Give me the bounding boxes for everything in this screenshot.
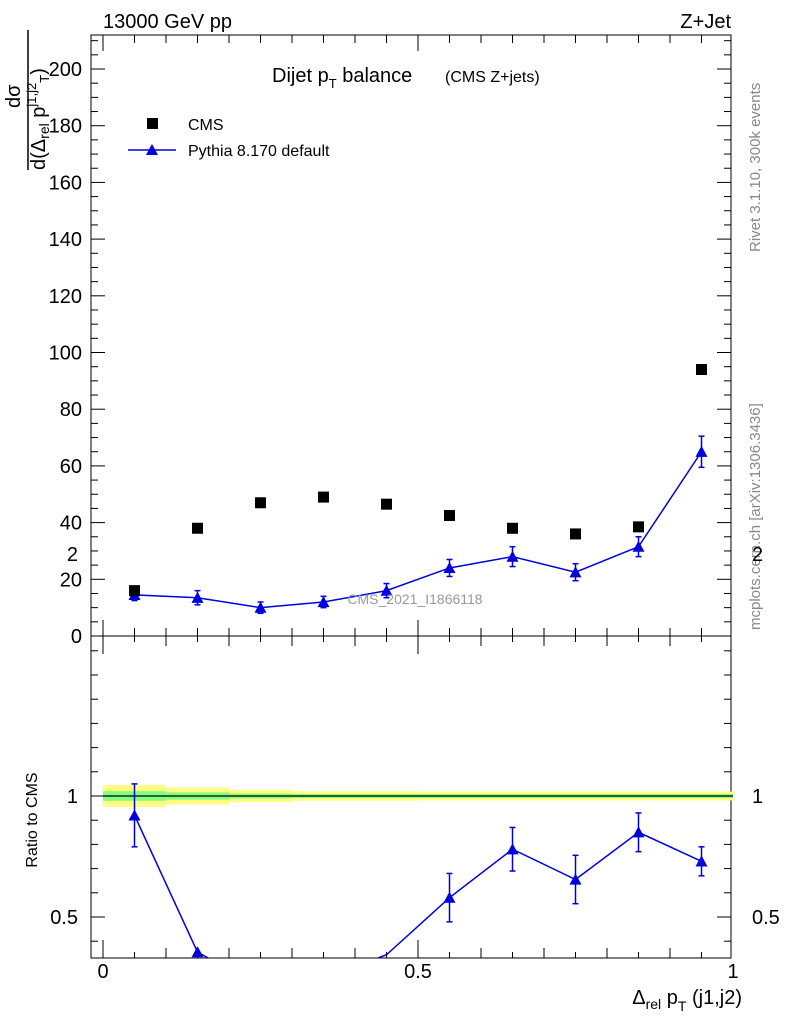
main-y-tick-label: 140 [49,229,82,251]
data-point [633,521,644,533]
legend-data-label: CMS [188,117,224,134]
ratio-point [569,873,582,885]
data-point [696,364,707,376]
mc-point [254,601,267,613]
x-tick-label: 0 [97,961,108,983]
plot-subtitle: (CMS Z+jets) [445,69,540,86]
data-point [255,497,266,509]
main-y-tick-label: 40 [60,513,82,535]
data-point [318,491,329,503]
mc-point [506,550,519,562]
main-y-tick-label: 0 [71,626,82,648]
data-point [507,522,518,534]
ratio-y-tick-label: 1 [67,786,78,808]
data-point [570,528,581,540]
mcplots-label: mcplots.cern.ch [arXiv:1306.3436] [747,403,764,630]
rivet-label: Rivet 3.1.10, 300k events [747,83,764,252]
legend-data-marker [147,118,158,129]
mc-point [443,561,456,574]
ratio-point [695,855,708,867]
mc-point [380,584,393,596]
main-y-tick-label: 200 [49,59,82,81]
mc-point [632,540,645,552]
mc-series-line [134,451,703,609]
mc-point [569,566,582,578]
header-process-label: Z+Jet [680,11,731,33]
ratio-series-line [133,815,702,958]
data-point [444,510,455,522]
analysis-watermark: CMS_2021_I1866118 [347,591,482,607]
legend-mc-label: Pythia 8.170 default [188,143,330,160]
ratio-point [443,891,456,903]
ratio-y-label: Ratio to CMS [24,772,41,867]
data-uncertainty-band [103,785,733,807]
legend: CMS Pythia 8.170 default [128,117,330,160]
main-axis-ticks: 0 20 40 60 80 100 120 140 160 180 200 [49,35,731,648]
main-plot-frame [90,34,732,637]
ratio-y-tick-label: 2 [67,544,78,566]
main-y-tick-label: 160 [49,172,82,194]
main-y-label: dσ d(Δrel pj1,j2T) [3,30,52,170]
x-tick-label: 0.5 [404,961,432,983]
main-y-tick-label: 180 [49,116,82,138]
main-y-tick-label: 60 [60,456,82,478]
header-energy-label: 13000 GeV pp [103,11,232,33]
x-tick-label: 1 [727,961,738,983]
ratio-point [191,946,204,958]
main-y-tick-label: 20 [60,569,82,591]
ratio-axis-ticks: 0.5 0.51 12 20 0.5 1 [50,544,780,983]
plot-title: Dijet pT balance [272,65,412,91]
data-point [192,522,203,534]
x-axis-label: Δrel pT (j1,j2) [632,987,742,1014]
main-y-tick-label: 120 [49,286,82,308]
mc-point [191,591,204,603]
data-point [381,498,392,510]
mc-point [317,595,330,608]
main-plot-marks [128,364,708,615]
ratio-point [128,809,141,821]
ratio-point [632,826,645,838]
ratio-point [506,843,519,855]
data-point [129,585,140,597]
ratio-plot-marks [128,783,708,958]
ratio-y-tick-label-right: 2 [752,544,763,566]
mc-point [695,445,708,457]
legend-mc-marker [146,144,158,155]
ratio-y-tick-label: 0.5 [50,907,78,929]
main-y-tick-label: 100 [49,343,82,365]
main-y-tick-label: 80 [60,399,82,421]
ratio-y-tick-label-right: 0.5 [752,907,780,929]
ratio-y-tick-label-right: 1 [752,786,763,808]
y-label-numerator: dσ [3,84,25,108]
